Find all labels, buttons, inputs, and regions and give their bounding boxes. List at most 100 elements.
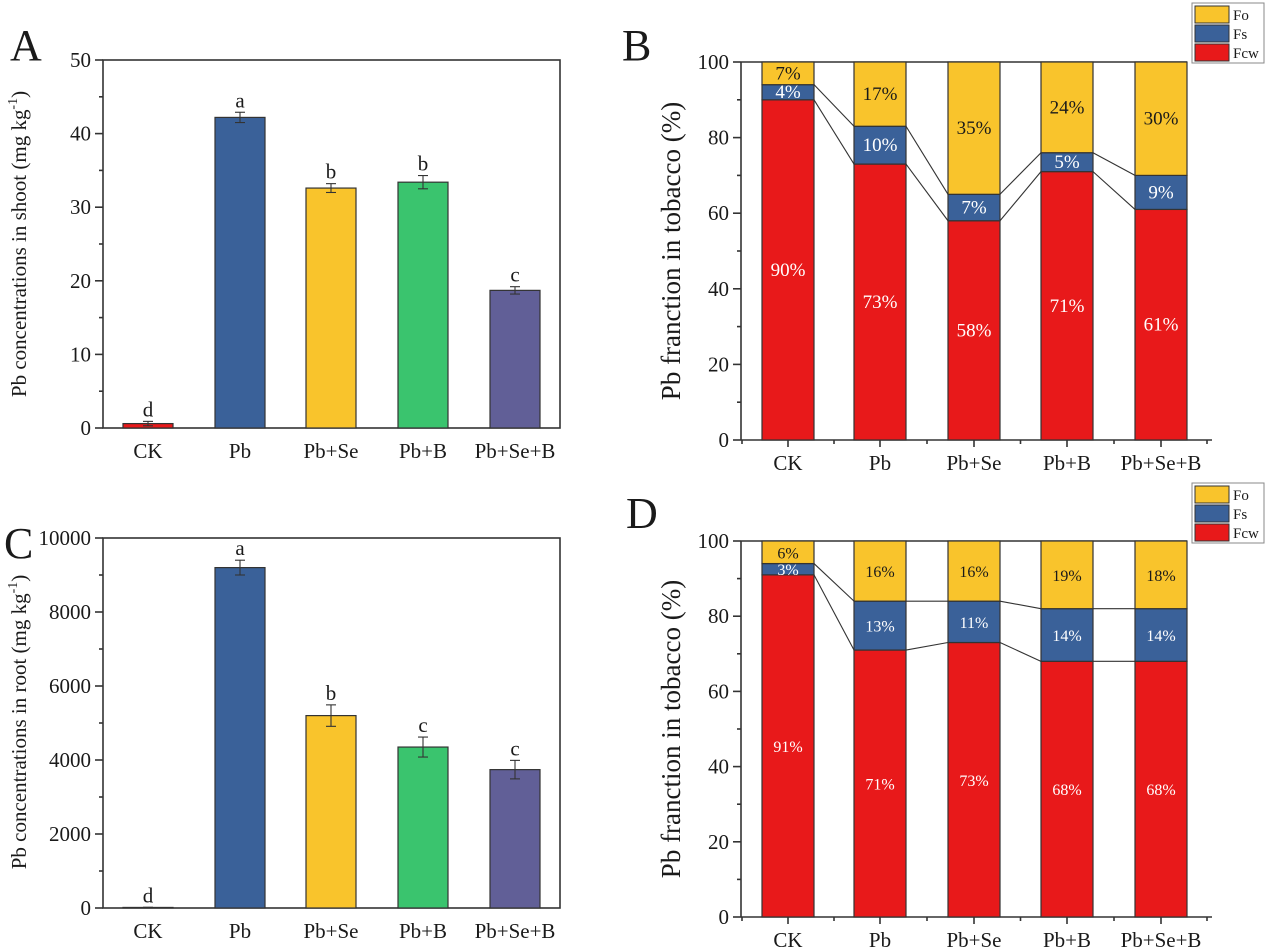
x-tick-label: Pb xyxy=(229,919,251,943)
bar-pb-b xyxy=(397,181,449,429)
bar-pb-se xyxy=(305,187,357,429)
segment-label-fs: 14% xyxy=(1052,628,1081,645)
bar-segment-fo xyxy=(761,540,815,565)
bar-segment-fs xyxy=(947,600,1001,644)
y-tick-label: 60 xyxy=(708,201,729,225)
connector-line xyxy=(1092,152,1136,176)
segment-label-fcw: 73% xyxy=(863,292,898,313)
legend-label-fs: Fs xyxy=(1233,27,1247,43)
bar-segment-fcw xyxy=(1040,171,1094,441)
segment-label-fcw: 68% xyxy=(1052,782,1081,799)
bar-segment-fs xyxy=(1040,608,1094,662)
y-axis-label: Pb concentrations in root (mg kg-1) xyxy=(6,575,31,870)
bar-segment-fs xyxy=(1134,608,1188,662)
segment-label-fo: 6% xyxy=(777,545,798,562)
x-tick-label: Pb+Se xyxy=(946,451,1001,475)
segment-label-fs: 3% xyxy=(777,562,798,579)
connector-line xyxy=(905,125,949,195)
legend-swatch-fo xyxy=(1194,5,1230,24)
segment-label-fcw: 61% xyxy=(1144,315,1179,336)
y-axis-label-main: Pb concentrations in root (mg kg xyxy=(7,593,31,869)
segment-label-fs: 7% xyxy=(961,198,987,219)
legend-label-fo: Fo xyxy=(1233,8,1249,24)
segment-label-fo: 18% xyxy=(1146,568,1175,585)
y-tick-label: 40 xyxy=(708,277,729,301)
segment-label-fs: 13% xyxy=(865,619,894,636)
bar-segment-fo xyxy=(1134,540,1188,610)
bar-segment-fo xyxy=(853,61,907,127)
y-axis-label: Pb concentrations in shoot (mg kg-1) xyxy=(6,91,31,397)
segment-label-fcw: 73% xyxy=(959,773,988,790)
segment-label-fs: 9% xyxy=(1148,182,1174,203)
legend-swatch-fcw xyxy=(1194,43,1230,62)
significance-letter: a xyxy=(235,88,245,112)
x-tick-label: Pb+Se xyxy=(303,439,358,463)
segment-label-fo: 16% xyxy=(959,564,988,581)
y-axis-label-main: Pb concentrations in shoot (mg kg xyxy=(7,109,31,397)
bar-pb-b xyxy=(397,746,449,909)
bar-segment-fcw xyxy=(1134,208,1188,441)
bar-segment-fcw xyxy=(853,649,907,918)
segment-label-fcw: 91% xyxy=(773,739,802,756)
significance-letter: d xyxy=(143,397,154,421)
y-tick-label: 20 xyxy=(70,269,91,293)
segment-label-fcw: 71% xyxy=(865,777,894,794)
y-tick-label: 20 xyxy=(708,830,729,854)
y-tick-label: 10000 xyxy=(39,526,92,550)
x-tick-label: Pb+B xyxy=(1043,928,1091,949)
significance-letter: c xyxy=(510,263,519,287)
segment-label-fo: 24% xyxy=(1050,97,1085,118)
y-axis-label-sup: -1 xyxy=(6,98,21,110)
significance-letter: b xyxy=(326,681,337,705)
y-tick-label: 60 xyxy=(708,679,729,703)
segment-label-fs: 14% xyxy=(1146,628,1175,645)
bar-segment-fo xyxy=(1134,61,1188,177)
bar-segment-fo xyxy=(761,61,815,86)
legend-swatch-fo xyxy=(1194,485,1230,504)
y-axis-label: Pb franction in tobacco (%) xyxy=(656,102,686,400)
segment-label-fcw: 71% xyxy=(1050,296,1085,317)
legend-label-fs: Fs xyxy=(1233,507,1247,523)
legend-swatch-fcw xyxy=(1194,523,1230,542)
connector-line xyxy=(905,641,949,651)
y-tick-label: 0 xyxy=(719,905,730,929)
segment-label-fs: 11% xyxy=(960,615,989,632)
bar-segment-fs xyxy=(947,193,1001,222)
x-tick-label: Pb+Se+B xyxy=(1121,451,1202,475)
bar-segment-fo xyxy=(947,540,1001,602)
x-tick-label: Pb xyxy=(869,451,891,475)
segment-label-fcw: 90% xyxy=(771,260,806,281)
x-tick-label: CK xyxy=(133,919,162,943)
y-axis-label-sup: -1 xyxy=(6,582,21,594)
connector-line xyxy=(905,163,949,222)
y-tick-label: 30 xyxy=(70,195,91,219)
x-tick-label: Pb+Se xyxy=(303,919,358,943)
x-tick-label: CK xyxy=(773,451,802,475)
connector-line xyxy=(813,563,855,602)
segment-label-fo: 7% xyxy=(775,63,801,84)
significance-letter: a xyxy=(235,536,245,560)
bar-pb xyxy=(214,116,266,429)
legend: Fo Fs Fcw xyxy=(1191,482,1265,544)
legend-swatch-fs xyxy=(1194,504,1230,523)
y-axis-label: Pb franction in tobacco (%) xyxy=(656,580,686,878)
panel-c: C Pb concentrations in root (mg kg-1) 0 200… xyxy=(4,519,561,943)
segment-label-fs: 10% xyxy=(863,135,898,156)
legend-swatch-fs xyxy=(1194,24,1230,43)
y-tick-label: 6000 xyxy=(49,674,91,698)
segment-label-fo: 17% xyxy=(863,84,898,105)
x-tick-label: Pb+Se+B xyxy=(1121,928,1202,949)
y-tick-label: 80 xyxy=(708,126,729,150)
connector-line xyxy=(999,152,1042,195)
segment-label-fcw: 58% xyxy=(957,320,992,341)
x-tick-label: Pb xyxy=(229,439,251,463)
panel-label: A xyxy=(10,21,42,70)
connector-line xyxy=(813,99,855,165)
x-tick-label: CK xyxy=(133,439,162,463)
panel-d: D Pb franction in tobacco (%) 0 20 40 60 80 100… xyxy=(626,482,1265,949)
y-tick-label: 4000 xyxy=(49,748,91,772)
x-tick-label: Pb+Se+B xyxy=(475,439,556,463)
y-axis-label-end: ) xyxy=(7,575,31,582)
y-tick-label: 80 xyxy=(708,604,729,628)
segment-label-fs: 4% xyxy=(775,82,801,103)
